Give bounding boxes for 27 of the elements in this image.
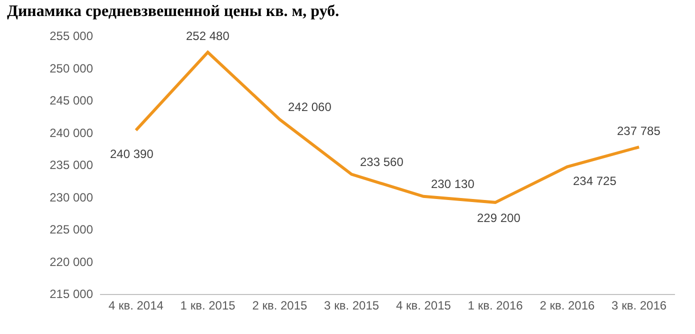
x-tick-label: 2 кв. 2016 — [540, 298, 596, 312]
y-tick-label: 255 000 — [50, 29, 94, 44]
y-tick-label: 215 000 — [50, 287, 94, 302]
line-series — [134, 50, 641, 204]
y-tick-label: 225 000 — [50, 222, 94, 237]
x-tick-label: 4 кв. 2014 — [108, 298, 164, 312]
x-tick-label: 2 кв. 2015 — [252, 298, 308, 312]
chart-title: Динамика средневзвешенной цены кв. м, руб. — [6, 3, 340, 20]
x-tick-label: 3 кв. 2015 — [324, 298, 380, 312]
x-tick-label: 1 кв. 2015 — [180, 298, 236, 312]
data-label: 240 390 — [110, 147, 154, 161]
x-tick-label: 3 кв. 2016 — [612, 298, 667, 312]
y-tick-label: 250 000 — [50, 61, 94, 76]
data-label: 242 060 — [288, 100, 332, 114]
y-tick-label: 235 000 — [50, 158, 94, 172]
data-label: 234 725 — [573, 174, 617, 188]
data-label: 229 200 — [477, 211, 521, 225]
data-label: 237 785 — [617, 124, 661, 138]
y-tick-label: 245 000 — [50, 94, 94, 108]
x-tick-label: 4 кв. 2015 — [396, 298, 452, 312]
x-tick-label: 1 кв. 2016 — [468, 298, 524, 312]
y-tick-label: 230 000 — [50, 190, 94, 204]
data-label: 233 560 — [360, 155, 404, 169]
data-label: 230 130 — [431, 177, 475, 191]
y-tick-label: 240 000 — [50, 126, 94, 140]
y-tick-label: 220 000 — [50, 254, 94, 269]
data-label: 252 480 — [186, 29, 230, 43]
